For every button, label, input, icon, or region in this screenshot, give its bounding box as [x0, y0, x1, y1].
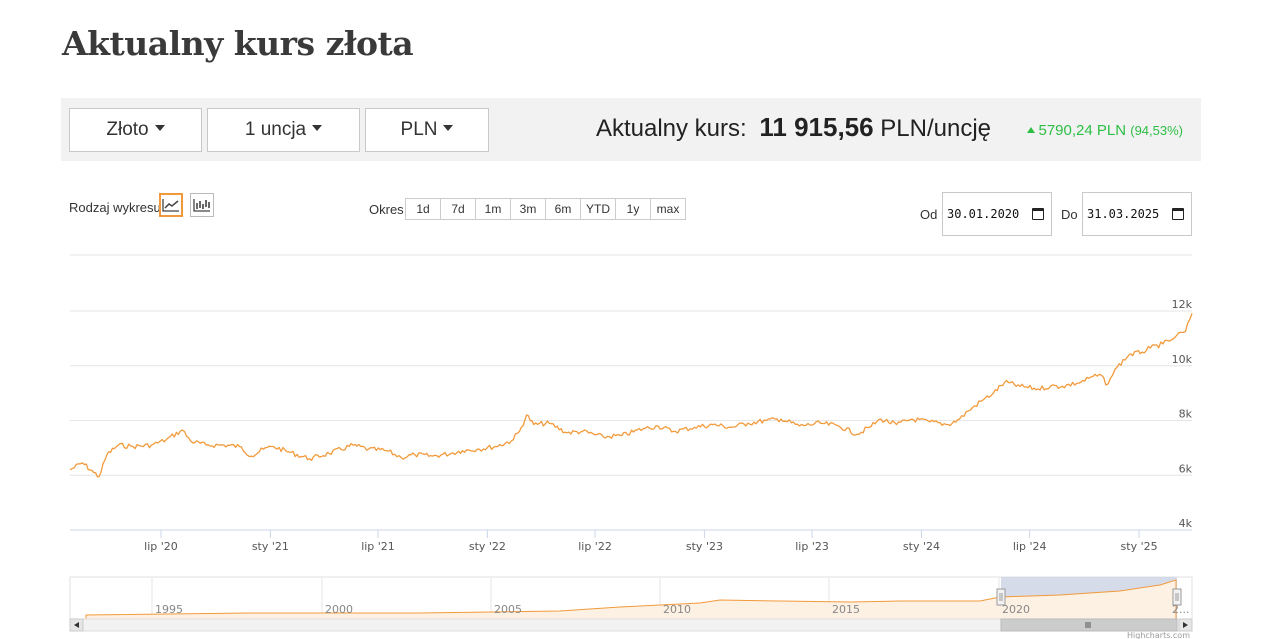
y-tick-label: 4k: [1179, 517, 1193, 530]
metal-dropdown[interactable]: Złoto: [69, 108, 202, 152]
chart-gridlines: [70, 310, 1192, 531]
caret-down-icon: [443, 125, 454, 131]
currency-dropdown[interactable]: PLN: [365, 108, 489, 152]
period-button-ytd[interactable]: YTD: [580, 198, 616, 220]
navigator-year-label: 2005: [494, 603, 522, 616]
line-chart-icon: [162, 199, 179, 212]
from-date-input[interactable]: 30.01.2020: [942, 192, 1052, 236]
calendar-icon[interactable]: [1172, 208, 1184, 220]
period-buttons: 1d 7d 1m 3m 6m YTD 1y max: [405, 198, 686, 220]
x-tick-label: sty '22: [469, 540, 506, 553]
x-tick-label: lip '24: [1013, 540, 1047, 553]
ohlc-chart-icon: [193, 199, 210, 212]
navigator-year-label: 2020: [1002, 603, 1030, 616]
y-tick-label: 6k: [1179, 462, 1193, 475]
x-tick-label: sty '23: [686, 540, 723, 553]
navigator-series: [85, 579, 1177, 620]
chart-type-label: Rodzaj wykresu: [69, 200, 161, 215]
price-series-line[interactable]: [69, 313, 1193, 478]
price-label: Aktualny kurs:: [595, 115, 747, 142]
y-axis-labels: 4k 6k 8k 10k 12k: [1172, 298, 1193, 530]
x-tick-label: lip '23: [795, 540, 829, 553]
from-date-label: Od: [920, 207, 938, 222]
navigator-scrollbar[interactable]: [69, 618, 1193, 632]
to-date-input[interactable]: 31.03.2025: [1082, 192, 1192, 236]
calendar-icon[interactable]: [1032, 208, 1044, 220]
price-value: 11 915,56: [759, 112, 874, 142]
period-button-1m[interactable]: 1m: [475, 198, 511, 220]
y-tick-label: 12k: [1172, 298, 1193, 311]
x-tick-label: sty '24: [903, 540, 940, 553]
navigator-year-label: 2...: [1172, 603, 1190, 616]
price-toolbar: Złoto 1 uncja PLN Aktualny kurs: 11 915,…: [61, 98, 1201, 161]
amount-dropdown[interactable]: 1 uncja: [207, 108, 360, 152]
highcharts-credit[interactable]: Highcharts.com: [1127, 631, 1190, 639]
from-date-value: 30.01.2020: [947, 207, 1020, 221]
navigator[interactable]: 1995 2000 2005 2010 2015 2020 2...: [69, 576, 1193, 620]
x-tick-label: lip '22: [578, 540, 612, 553]
price-unit: PLN/uncję: [880, 115, 991, 142]
current-price: Aktualny kurs: 11 915,56 PLN/uncję: [596, 112, 991, 143]
navigator-year-label: 1995: [155, 603, 183, 616]
change-percent: (94,53%): [1130, 123, 1183, 138]
navigator-right-handle[interactable]: [1172, 588, 1182, 606]
arrow-up-icon: [1026, 127, 1035, 133]
page-title: Aktualny kurs złota: [62, 24, 414, 63]
x-axis-labels: lip '20 sty '21 lip '21 sty '22 lip '22 sty '…: [144, 540, 1157, 553]
period-button-max[interactable]: max: [650, 198, 686, 220]
period-label: Okres: [369, 202, 404, 217]
y-tick-label: 8k: [1179, 408, 1193, 421]
line-chart-button[interactable]: [159, 193, 183, 217]
period-button-6m[interactable]: 6m: [545, 198, 581, 220]
scrollbar-thumb[interactable]: [1000, 618, 1178, 632]
caret-down-icon: [312, 125, 323, 131]
change-value: 5790,24 PLN: [1038, 122, 1127, 139]
scroll-right-icon: [1183, 622, 1188, 628]
x-tick-label: sty '25: [1121, 540, 1158, 553]
x-tick-label: lip '20: [144, 540, 178, 553]
to-date-label: Do: [1061, 207, 1078, 222]
caret-down-icon: [154, 125, 165, 131]
x-axis-ticks: [160, 530, 1140, 538]
currency-dropdown-label: PLN: [400, 119, 438, 140]
scroll-left-icon: [74, 622, 79, 628]
navigator-year-label: 2010: [663, 603, 691, 616]
amount-dropdown-label: 1 uncja: [244, 119, 307, 140]
navigator-year-labels: 1995 2000 2005 2010 2015 2020 2...: [155, 603, 1190, 616]
ohlc-chart-button[interactable]: [190, 193, 214, 217]
y-tick-label: 10k: [1172, 353, 1193, 366]
x-tick-label: sty '21: [252, 540, 289, 553]
price-change: 5790,24 PLN (94,53%): [1026, 122, 1183, 139]
period-button-3m[interactable]: 3m: [510, 198, 546, 220]
metal-dropdown-label: Złoto: [106, 119, 149, 140]
period-button-1y[interactable]: 1y: [615, 198, 651, 220]
scrollbar-thumb-grip-icon: [1085, 622, 1091, 628]
navigator-year-label: 2000: [325, 603, 353, 616]
navigator-year-label: 2015: [832, 603, 860, 616]
to-date-value: 31.03.2025: [1087, 207, 1160, 221]
navigator-left-handle[interactable]: [996, 588, 1006, 606]
x-tick-label: lip '21: [361, 540, 395, 553]
